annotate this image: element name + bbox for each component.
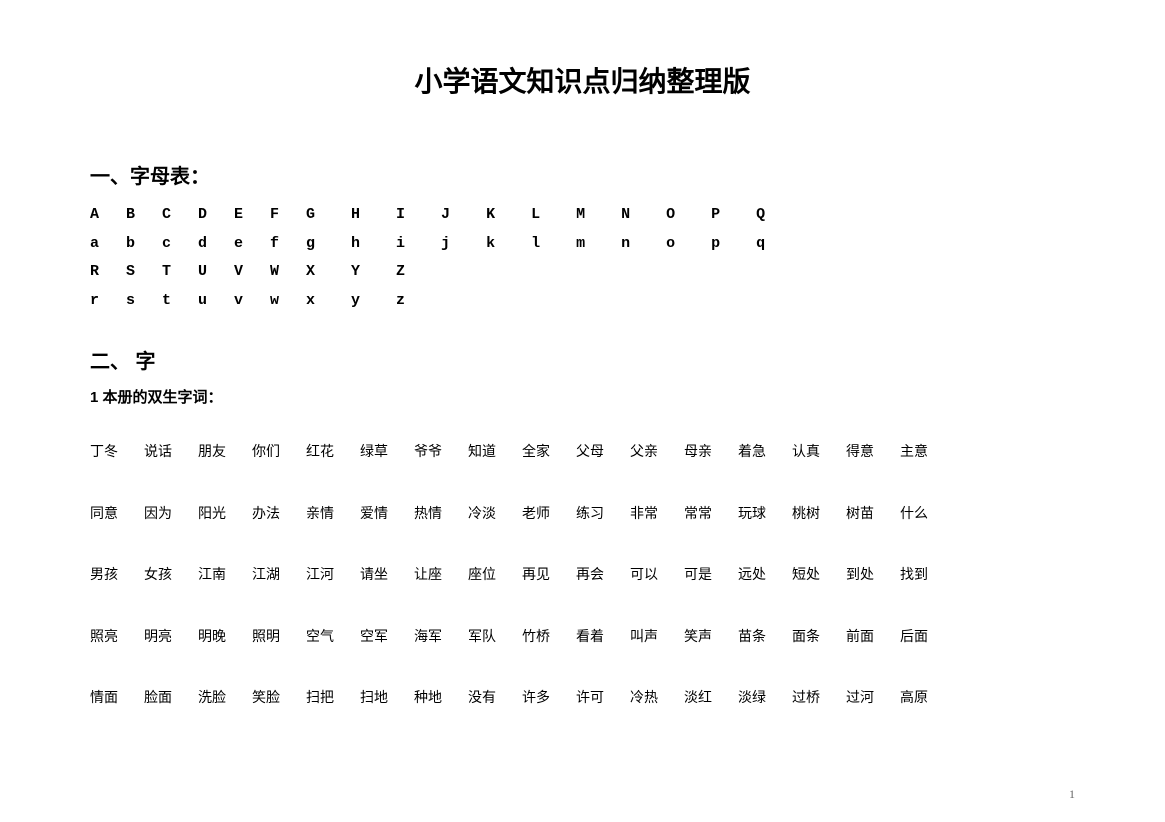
alphabet-row-upper-2: R S T U V W X Y Z xyxy=(90,258,1075,287)
word-item: 桃树 xyxy=(792,505,820,525)
alphabet-row-upper-1: A B C D E F G H I J K L M N O P Q xyxy=(90,201,1075,230)
word-item: 丁冬 xyxy=(90,443,118,463)
word-item: 洗脸 xyxy=(198,689,226,709)
section1-heading: 一、字母表： xyxy=(90,160,1075,189)
word-item: 可是 xyxy=(684,566,712,586)
word-item: 可以 xyxy=(630,566,658,586)
word-item: 后面 xyxy=(900,628,928,648)
word-item: 江南 xyxy=(198,566,226,586)
word-item: 朋友 xyxy=(198,443,226,463)
word-item: 热情 xyxy=(414,505,442,525)
word-item: 全家 xyxy=(522,443,550,463)
word-item: 男孩 xyxy=(90,566,118,586)
word-item: 前面 xyxy=(846,628,874,648)
word-item: 因为 xyxy=(144,505,172,525)
word-item: 江河 xyxy=(306,566,334,586)
word-item: 海军 xyxy=(414,628,442,648)
word-item: 父母 xyxy=(576,443,604,463)
word-item: 没有 xyxy=(468,689,496,709)
word-item: 树苗 xyxy=(846,505,874,525)
word-item: 练习 xyxy=(576,505,604,525)
word-item: 远处 xyxy=(738,566,766,586)
word-item: 叫声 xyxy=(630,628,658,648)
word-item: 照亮 xyxy=(90,628,118,648)
section2-heading: 二、 字 xyxy=(90,345,1075,374)
word-item: 竹桥 xyxy=(522,628,550,648)
word-item: 许多 xyxy=(522,689,550,709)
word-row: 情面 脸面 洗脸 笑脸 扫把 扫地 种地 没有 许多 许可 冷热 淡红 淡绿 过桥 过河 高原 xyxy=(90,689,1075,709)
section2-subheading: 1 本册的双生字词： xyxy=(90,386,1075,407)
word-item: 看着 xyxy=(576,628,604,648)
word-item: 父亲 xyxy=(630,443,658,463)
word-row: 男孩 女孩 江南 江湖 江河 请坐 让座 座位 再见 再会 可以 可是 远处 短处 到处 找到 xyxy=(90,566,1075,586)
word-item: 红花 xyxy=(306,443,334,463)
word-item: 着急 xyxy=(738,443,766,463)
word-item: 请坐 xyxy=(360,566,388,586)
word-item: 让座 xyxy=(414,566,442,586)
word-item: 淡绿 xyxy=(738,689,766,709)
alphabet-row-lower-1: a b c d e f g h i j k l m n o p q xyxy=(90,230,1075,259)
word-item: 过河 xyxy=(846,689,874,709)
word-item: 脸面 xyxy=(144,689,172,709)
alphabet-row-lower-2: r s t u v w x y z xyxy=(90,287,1075,316)
word-item: 亲情 xyxy=(306,505,334,525)
page-number: 1 xyxy=(1069,787,1075,802)
word-item: 面条 xyxy=(792,628,820,648)
word-item: 办法 xyxy=(252,505,280,525)
word-item: 阳光 xyxy=(198,505,226,525)
word-item: 母亲 xyxy=(684,443,712,463)
word-item: 认真 xyxy=(792,443,820,463)
word-item: 明亮 xyxy=(144,628,172,648)
word-item: 你们 xyxy=(252,443,280,463)
word-item: 扫把 xyxy=(306,689,334,709)
word-item: 再见 xyxy=(522,566,550,586)
word-item: 笑脸 xyxy=(252,689,280,709)
word-item: 照明 xyxy=(252,628,280,648)
word-item: 许可 xyxy=(576,689,604,709)
word-item: 淡红 xyxy=(684,689,712,709)
word-item: 找到 xyxy=(900,566,928,586)
word-item: 扫地 xyxy=(360,689,388,709)
word-item: 再会 xyxy=(576,566,604,586)
page-title: 小学语文知识点归纳整理版 xyxy=(90,60,1075,100)
word-item: 知道 xyxy=(468,443,496,463)
word-item: 明晚 xyxy=(198,628,226,648)
word-item: 高原 xyxy=(900,689,928,709)
word-item: 情面 xyxy=(90,689,118,709)
word-item: 短处 xyxy=(792,566,820,586)
word-row: 丁冬 说话 朋友 你们 红花 绿草 爷爷 知道 全家 父母 父亲 母亲 着急 认真 得意 主意 xyxy=(90,443,1075,463)
word-item: 主意 xyxy=(900,443,928,463)
word-item: 冷热 xyxy=(630,689,658,709)
word-item: 军队 xyxy=(468,628,496,648)
word-item: 过桥 xyxy=(792,689,820,709)
word-item: 座位 xyxy=(468,566,496,586)
word-item: 老师 xyxy=(522,505,550,525)
word-item: 得意 xyxy=(846,443,874,463)
word-item: 爱情 xyxy=(360,505,388,525)
word-item: 到处 xyxy=(846,566,874,586)
word-row: 同意 因为 阳光 办法 亲情 爱情 热情 冷淡 老师 练习 非常 常常 玩球 桃树 树苗 什么 xyxy=(90,505,1075,525)
word-item: 苗条 xyxy=(738,628,766,648)
word-rows-container: 丁冬 说话 朋友 你们 红花 绿草 爷爷 知道 全家 父母 父亲 母亲 着急 认真 得意 主意同意 因为 阳光 办法… xyxy=(90,443,1075,709)
word-item: 空军 xyxy=(360,628,388,648)
word-row: 照亮 明亮 明晚 照明 空气 空军 海军 军队 竹桥 看着 叫声 笑声 苗条 面条 前面 后面 xyxy=(90,628,1075,648)
word-item: 说话 xyxy=(144,443,172,463)
word-item: 江湖 xyxy=(252,566,280,586)
word-item: 种地 xyxy=(414,689,442,709)
word-item: 非常 xyxy=(630,505,658,525)
word-item: 什么 xyxy=(900,505,928,525)
word-item: 常常 xyxy=(684,505,712,525)
word-item: 冷淡 xyxy=(468,505,496,525)
word-item: 笑声 xyxy=(684,628,712,648)
word-item: 爷爷 xyxy=(414,443,442,463)
word-item: 女孩 xyxy=(144,566,172,586)
word-item: 空气 xyxy=(306,628,334,648)
word-item: 绿草 xyxy=(360,443,388,463)
word-item: 玩球 xyxy=(738,505,766,525)
word-item: 同意 xyxy=(90,505,118,525)
